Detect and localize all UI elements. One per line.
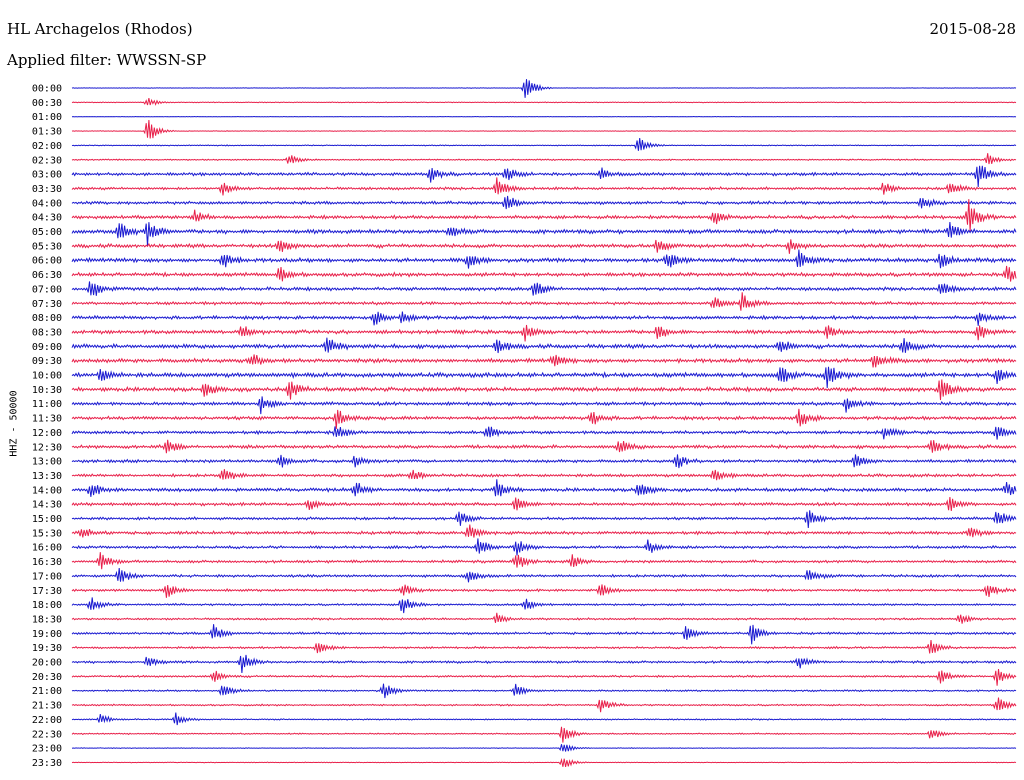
- time-label: 17:00: [32, 571, 62, 582]
- trace-line: [71, 668, 1017, 686]
- trace-line: [71, 311, 1017, 326]
- time-label: 06:30: [32, 270, 62, 281]
- trace-line: [71, 177, 1017, 196]
- time-label: 14:00: [32, 485, 62, 496]
- trace-line: [71, 249, 1017, 269]
- trace-line: [71, 552, 1017, 570]
- time-label: 05:00: [32, 227, 62, 238]
- time-label: 12:30: [32, 442, 62, 453]
- trace-line: [71, 744, 1017, 752]
- time-label: 23:30: [32, 758, 62, 769]
- plot-date: 2015-08-28: [929, 20, 1016, 38]
- time-label: 11:00: [32, 399, 62, 410]
- trace-line: [71, 222, 1017, 246]
- trace-line: [71, 683, 1017, 699]
- time-label: 21:30: [32, 701, 62, 712]
- time-label: 01:00: [32, 112, 62, 123]
- time-label: 03:00: [32, 170, 62, 181]
- time-label: 18:30: [32, 614, 62, 625]
- time-label: 19:00: [32, 629, 62, 640]
- time-label: 09:30: [32, 356, 62, 367]
- time-label: 02:00: [32, 141, 62, 152]
- time-label: 07:00: [32, 284, 62, 295]
- time-label: 22:30: [32, 729, 62, 740]
- time-label: 22:00: [32, 715, 62, 726]
- trace-line: [71, 79, 1017, 98]
- station-title: HL Archagelos (Rhodos): [7, 20, 193, 38]
- time-label: 06:00: [32, 256, 62, 267]
- time-label: 15:30: [32, 528, 62, 539]
- trace-line: [71, 97, 1017, 106]
- trace-line: [71, 281, 1017, 296]
- trace-line: [71, 469, 1017, 481]
- trace-line: [71, 496, 1017, 511]
- trace-line: [71, 153, 1017, 165]
- time-label: 02:30: [32, 155, 62, 166]
- trace-line: [71, 510, 1017, 529]
- time-label: 03:30: [32, 184, 62, 195]
- time-label: 19:30: [32, 643, 62, 654]
- time-label: 21:00: [32, 686, 62, 697]
- time-label: 16:30: [32, 557, 62, 568]
- trace-line: [71, 697, 1017, 713]
- time-label: 18:00: [32, 600, 62, 611]
- trace-line: [71, 199, 1017, 232]
- time-label: 13:00: [32, 457, 62, 468]
- time-label: 15:00: [32, 514, 62, 525]
- trace-line: [71, 726, 1017, 743]
- time-label: 23:00: [32, 744, 62, 755]
- trace-line: [71, 654, 1017, 674]
- trace-line: [71, 239, 1017, 254]
- trace-line: [71, 396, 1017, 415]
- trace-line: [71, 324, 1017, 342]
- time-label: 07:30: [32, 299, 62, 310]
- time-label: 20:30: [32, 672, 62, 683]
- time-label: 10:30: [32, 385, 62, 396]
- trace-line: [71, 538, 1017, 556]
- time-label: 01:30: [32, 127, 62, 138]
- trace-line: [71, 137, 1017, 151]
- trace-line: [71, 379, 1017, 401]
- trace-line: [71, 612, 1017, 624]
- trace-line: [71, 454, 1017, 469]
- trace-line: [71, 584, 1017, 598]
- time-label: 08:30: [32, 327, 62, 338]
- trace-line: [71, 195, 1017, 210]
- trace-line: [71, 292, 1017, 311]
- trace-line: [71, 712, 1017, 726]
- time-label: 00:30: [32, 98, 62, 109]
- time-label: 05:30: [32, 241, 62, 252]
- time-label: 16:00: [32, 543, 62, 554]
- trace-line: [71, 568, 1017, 583]
- time-label: 11:30: [32, 414, 62, 425]
- trace-line: [71, 640, 1017, 654]
- time-label: 08:00: [32, 313, 62, 324]
- filter-label: Applied filter: WWSSN-SP: [7, 51, 207, 69]
- time-label: 12:00: [32, 428, 62, 439]
- time-label: 14:30: [32, 500, 62, 511]
- trace-line: [71, 624, 1017, 645]
- trace-line: [71, 426, 1017, 440]
- trace-line: [71, 524, 1017, 538]
- trace-line: [71, 408, 1017, 430]
- trace-line: [71, 119, 1017, 139]
- trace-line: [71, 337, 1017, 354]
- trace-line: [71, 597, 1017, 614]
- trace-line: [71, 265, 1017, 282]
- trace-line: [71, 354, 1017, 368]
- trace-line: [71, 165, 1017, 188]
- time-label: 13:30: [32, 471, 62, 482]
- trace-line: [71, 479, 1017, 497]
- time-label: 04:00: [32, 198, 62, 209]
- trace-line: [71, 439, 1017, 454]
- trace-line: [71, 366, 1017, 388]
- time-label: 09:00: [32, 342, 62, 353]
- time-label: 17:30: [32, 586, 62, 597]
- time-label: 20:00: [32, 658, 62, 669]
- trace-line: [71, 757, 1017, 767]
- time-label: 10:00: [32, 371, 62, 382]
- time-label: 04:30: [32, 213, 62, 224]
- time-label: 00:00: [32, 84, 62, 95]
